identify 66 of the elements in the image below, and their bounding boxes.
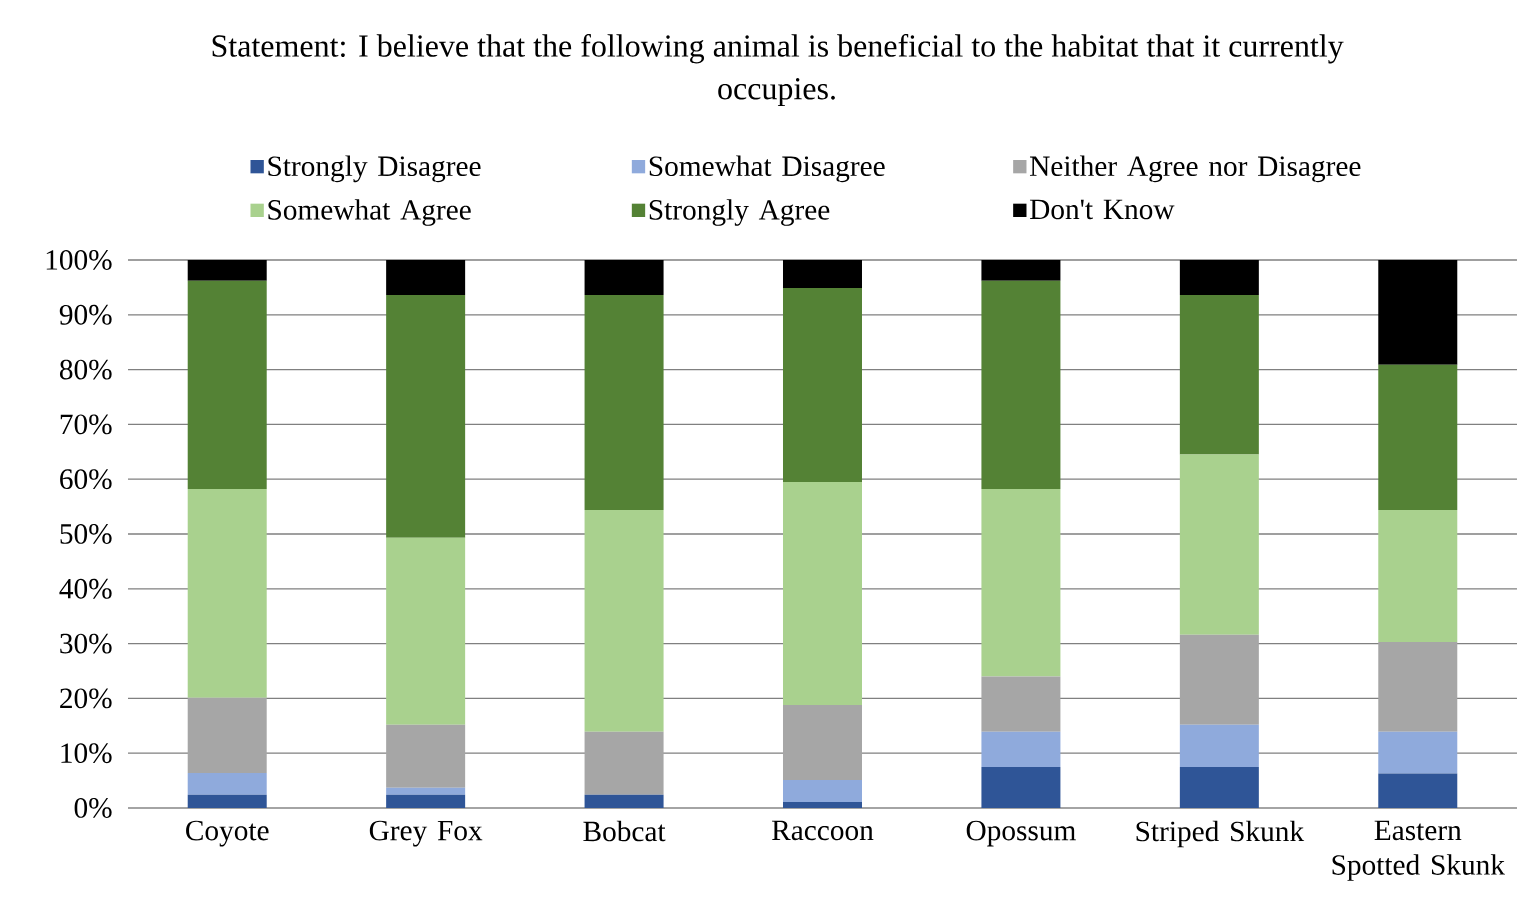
bar: [1378, 260, 1458, 365]
bar: [783, 287, 862, 482]
y-tick-label: 100%: [46, 250, 112, 270]
bar: [187, 260, 267, 281]
y-tick-label: 0%: [74, 798, 112, 818]
bar: [1179, 454, 1259, 635]
bar: [187, 489, 267, 698]
bar: [1378, 773, 1458, 808]
x-tick-label: Bobcat: [583, 820, 666, 842]
legend-label: Somewhat Agree: [268, 199, 471, 226]
bar: [187, 772, 267, 795]
legend-label: Somewhat Disagree: [649, 155, 885, 183]
bar: [187, 794, 267, 808]
x-tick-label: Raccoon: [772, 820, 874, 841]
bar: [584, 295, 664, 510]
legend-label: Strongly Disagree: [268, 155, 481, 183]
y-tick-label: 80%: [59, 359, 112, 380]
bar: [783, 801, 862, 808]
y-tick-label: 30%: [60, 633, 112, 654]
x-tick-label: Striped Skunk: [1136, 820, 1305, 848]
bar: [386, 260, 466, 296]
bar: [981, 766, 1061, 808]
bar: [1179, 634, 1259, 725]
bar: [783, 260, 862, 288]
y-tick-label: 60%: [60, 469, 112, 490]
bar: [1378, 509, 1458, 642]
x-tick-label: Coyote: [186, 820, 269, 847]
legend-label: Neither Agree nor Disagree: [1029, 155, 1361, 183]
bar: [386, 724, 466, 788]
bar: [981, 489, 1061, 677]
y-tick-label: 20%: [60, 688, 112, 709]
bar: [1378, 364, 1458, 510]
bar: [1179, 295, 1259, 455]
bar: [584, 731, 664, 795]
bar: [386, 794, 466, 808]
bar: [1378, 641, 1458, 732]
bar: [783, 780, 862, 802]
bar: [783, 704, 862, 781]
bar: [981, 280, 1061, 490]
y-tick-label: 50%: [60, 524, 112, 544]
bar: [981, 676, 1061, 732]
x-tick-label: Eastern Spotted Skunk: [1332, 820, 1505, 881]
bar: [584, 260, 664, 296]
bar: [1179, 260, 1259, 296]
bar: [584, 794, 664, 808]
bar: [1179, 766, 1259, 808]
y-tick-label: 10%: [61, 743, 112, 764]
bar: [386, 295, 466, 538]
bar: [1179, 724, 1259, 767]
y-tick-label: 90%: [59, 304, 112, 325]
y-tick-label: 40%: [59, 578, 112, 599]
bar: [981, 731, 1061, 767]
bar: [584, 509, 664, 732]
x-tick-label: Grey Fox: [369, 820, 483, 847]
bar: [783, 481, 862, 705]
chart-title: Statement: I believe that the following animal is beneficial to the habitat that it currently occupies.: [212, 34, 1344, 106]
legend-label: Strongly Agree: [649, 199, 830, 226]
bar: [1378, 731, 1458, 774]
bar: [386, 537, 466, 725]
bar: [187, 280, 267, 490]
bar: [187, 697, 267, 773]
bar: [386, 787, 466, 795]
bar: [981, 260, 1061, 281]
x-tick-label: Opossum: [966, 820, 1076, 847]
legend-label: Don't Know: [1029, 199, 1175, 220]
y-tick-label: 70%: [60, 414, 112, 435]
